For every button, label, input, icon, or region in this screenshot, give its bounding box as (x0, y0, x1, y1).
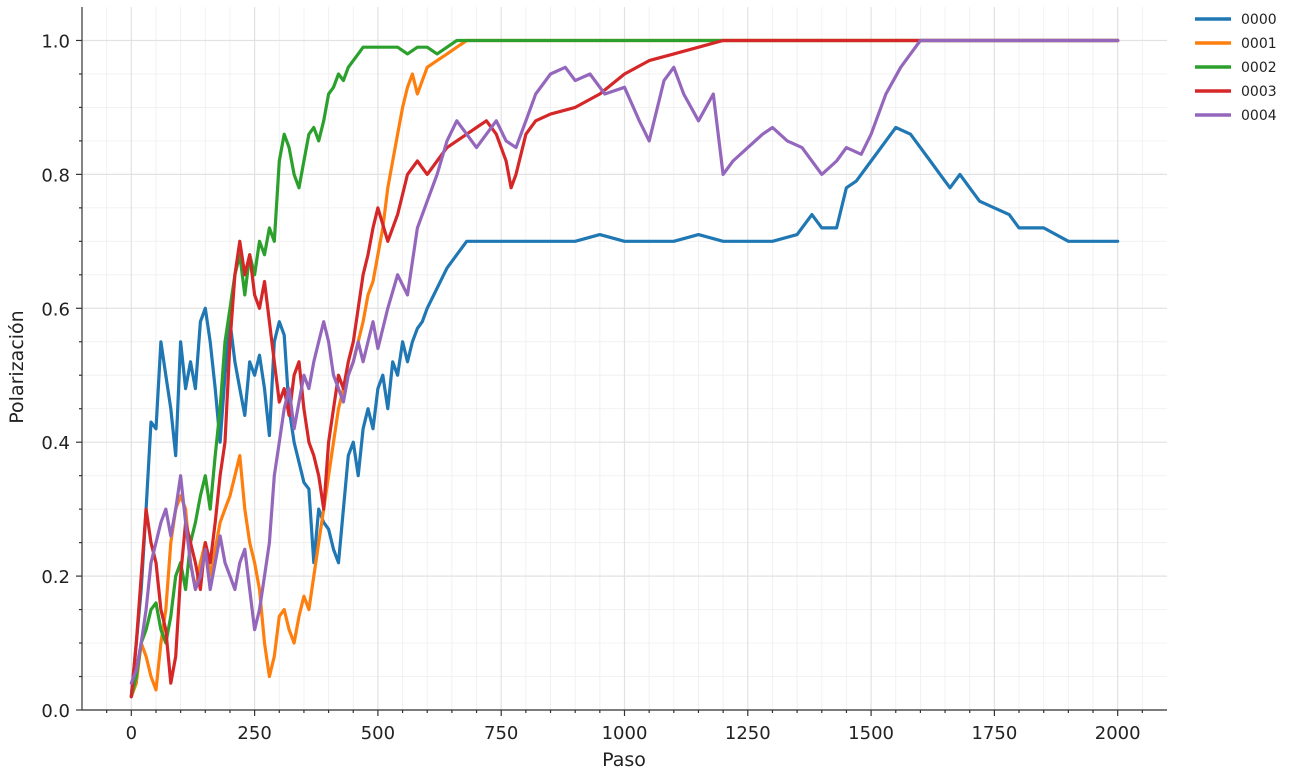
x-tick-label: 0 (126, 723, 137, 744)
x-tick-label: 2000 (1095, 723, 1141, 744)
y-tick-label: 0.2 (41, 567, 70, 588)
x-tick-label: 1750 (971, 723, 1017, 744)
series-lines (129, 38, 1120, 699)
grid (82, 7, 1167, 711)
y-tick-label: 0.4 (41, 433, 70, 454)
legend-label-0004: 0004 (1241, 108, 1277, 124)
series-line-0004 (129, 38, 1120, 685)
series-line-0000 (129, 125, 1120, 699)
y-tick-label: 1.0 (41, 31, 70, 52)
axes (76, 7, 1167, 716)
legend: 0000 0001 0002 0003 0004 (1195, 12, 1277, 124)
tick-labels: 0 250 500 750 1000 1250 1500 1750 2000 0.0 0.2 0.4 0… (41, 31, 1140, 744)
legend-label-0001: 0001 (1241, 36, 1277, 52)
x-tick-label: 1500 (848, 723, 894, 744)
series-line-0002 (129, 38, 1120, 699)
x-tick-label: 250 (237, 723, 271, 744)
x-tick-label: 1250 (725, 723, 771, 744)
legend-label-0000: 0000 (1241, 12, 1277, 28)
x-axis-label: Paso (602, 749, 646, 771)
x-tick-label: 1000 (602, 723, 648, 744)
y-tick-label: 0.0 (41, 701, 70, 722)
series-line-0003 (129, 38, 1120, 699)
x-tick-label: 750 (484, 723, 518, 744)
y-axis-label: Polarización (6, 310, 28, 423)
legend-label-0002: 0002 (1241, 60, 1277, 76)
x-tick-label: 500 (361, 723, 395, 744)
y-tick-label: 0.6 (41, 299, 70, 320)
y-tick-label: 0.8 (41, 165, 70, 186)
legend-label-0003: 0003 (1241, 84, 1277, 100)
